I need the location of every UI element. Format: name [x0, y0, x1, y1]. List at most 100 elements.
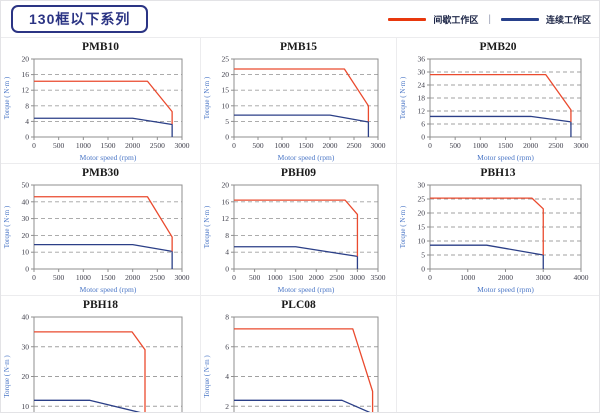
torque-speed-plot: 0100020003000400002468Motor speed (rpm)T…	[203, 313, 379, 412]
svg-text:2500: 2500	[347, 141, 362, 150]
svg-text:Torque ( N·m ): Torque ( N·m )	[399, 76, 407, 119]
chart-title: PBH13	[480, 167, 516, 179]
empty-cell	[397, 296, 599, 412]
svg-text:8: 8	[225, 313, 229, 322]
svg-text:6: 6	[225, 342, 229, 351]
svg-text:8: 8	[225, 231, 229, 240]
chart-pmb30: PMB30 0 500 1000 1500 2000 2500 3000 0 10 20 30 40 5…	[1, 164, 201, 296]
svg-text:20: 20	[222, 181, 230, 190]
chart-pmb10: PMB10 0 500 1000 1500 2000 2500 3000 0 4 8 12 16 20 M…	[1, 38, 201, 164]
svg-text:25: 25	[222, 55, 230, 64]
svg-text:0: 0	[25, 265, 29, 274]
chart-plc08: PLC08 0100020003000400002468Motor speed …	[201, 296, 397, 412]
torque-speed-plot: 01000200030004000010203040Motor speed (r…	[3, 313, 183, 412]
svg-text:5: 5	[421, 251, 425, 260]
svg-text:20: 20	[22, 55, 30, 64]
svg-text:50: 50	[22, 181, 30, 190]
svg-text:30: 30	[418, 181, 426, 190]
chart-title: PMB30	[81, 167, 120, 179]
svg-text:2000: 2000	[498, 273, 513, 282]
svg-text:2000: 2000	[125, 273, 140, 282]
svg-text:1500: 1500	[101, 141, 116, 150]
svg-text:2500: 2500	[150, 273, 165, 282]
svg-text:40: 40	[22, 197, 30, 206]
chart-pmb20: PMB20 0 500 1000 1500 2000 2500 3000 0 6 12 18 24 30…	[397, 38, 599, 164]
svg-text:4: 4	[225, 372, 229, 381]
svg-text:2000: 2000	[523, 141, 538, 150]
svg-text:20: 20	[418, 209, 426, 218]
page-header: 130框以下系列 间歇工作区 | 连续工作区	[1, 1, 599, 37]
svg-text:0: 0	[428, 141, 432, 150]
svg-text:Torque ( N·m ): Torque ( N·m )	[399, 205, 407, 248]
svg-text:18: 18	[418, 94, 426, 103]
legend-label-continuous: 连续工作区	[545, 14, 591, 25]
svg-text:500: 500	[252, 141, 264, 150]
svg-text:4000: 4000	[574, 273, 589, 282]
chart-title: PMB15	[279, 41, 318, 53]
svg-text:500: 500	[450, 141, 462, 150]
svg-text:20: 20	[22, 231, 30, 240]
chart-title: PBH18	[82, 299, 119, 311]
svg-text:0: 0	[232, 141, 236, 150]
svg-text:15: 15	[222, 86, 230, 95]
legend: 间歇工作区 | 连续工作区	[388, 13, 591, 26]
svg-text:8: 8	[25, 101, 29, 110]
chart-pbh18: PBH18 01000200030004000010203040Motor sp…	[1, 296, 201, 412]
svg-text:6: 6	[421, 120, 425, 129]
svg-text:1500: 1500	[498, 141, 513, 150]
svg-text:500: 500	[249, 273, 261, 282]
svg-text:3500: 3500	[371, 273, 386, 282]
svg-text:16: 16	[22, 70, 30, 79]
svg-text:Torque ( N·m ): Torque ( N·m )	[3, 205, 11, 248]
page-title: 130框以下系列	[11, 5, 149, 33]
chart-title: PMB10	[81, 41, 120, 53]
svg-text:10: 10	[222, 101, 230, 110]
chart-title: PBH09	[280, 167, 317, 179]
svg-text:2000: 2000	[125, 141, 140, 150]
svg-text:2500: 2500	[150, 141, 165, 150]
svg-text:12: 12	[418, 107, 426, 116]
chart-pmb15: PMB15 0 500 1000 1500 2000 2500 3000 0 5 10 15 20 25…	[201, 38, 397, 164]
svg-text:1500: 1500	[299, 141, 314, 150]
chart-title: PLC08	[281, 299, 316, 311]
svg-text:Motor speed (rpm): Motor speed (rpm)	[477, 285, 534, 294]
svg-text:Torque ( N·m ): Torque ( N·m )	[3, 76, 11, 119]
svg-text:1500: 1500	[101, 273, 116, 282]
svg-text:30: 30	[22, 342, 30, 351]
legend-separator: |	[488, 13, 491, 25]
svg-text:Motor speed (rpm): Motor speed (rpm)	[80, 153, 137, 162]
svg-text:2000: 2000	[323, 141, 338, 150]
svg-text:20: 20	[22, 372, 30, 381]
svg-text:2500: 2500	[329, 273, 344, 282]
svg-text:1000: 1000	[76, 141, 91, 150]
legend-label-intermittent: 间歇工作区	[433, 14, 479, 25]
svg-text:1000: 1000	[275, 141, 290, 150]
chart-title: PMB20	[479, 41, 517, 53]
torque-speed-plot: 0 500 1000 1500 2000 2500 3000 0 4 8 12 16 20 Motor s…	[3, 55, 190, 163]
svg-text:24: 24	[418, 81, 426, 90]
svg-text:Motor speed (rpm): Motor speed (rpm)	[278, 153, 335, 162]
svg-text:500: 500	[53, 273, 65, 282]
torque-speed-plot: 0 500 1000 1500 2000 2500 3000 0 10 20 30 40 50 Motor…	[3, 181, 190, 295]
svg-text:40: 40	[22, 313, 30, 322]
chart-pbh13: PBH13 0 1000 2000 3000 4000 0 5 10 15 20 25 30 Motor…	[397, 164, 599, 296]
svg-text:3000: 3000	[574, 141, 589, 150]
torque-speed-plot: 0 500 1000 1500 2000 2500 3000 3500 0 4 8 12 16 20 Mot…	[203, 181, 386, 295]
svg-text:Motor speed (rpm): Motor speed (rpm)	[477, 153, 534, 162]
intermittent-line-icon	[388, 17, 427, 21]
svg-text:16: 16	[222, 197, 230, 206]
svg-text:30: 30	[418, 68, 426, 77]
svg-text:1000: 1000	[268, 273, 283, 282]
svg-text:3000: 3000	[175, 273, 190, 282]
continuous-line-icon	[500, 17, 539, 21]
svg-text:12: 12	[222, 214, 230, 223]
svg-text:0: 0	[232, 273, 236, 282]
svg-text:1000: 1000	[473, 141, 488, 150]
legend-item-intermittent: 间歇工作区	[388, 13, 478, 26]
chart-pbh09: PBH09 0 500 1000 1500 2000 2500 3000 3500 0 4 8 12 1…	[201, 164, 397, 296]
svg-text:10: 10	[418, 237, 426, 246]
svg-text:0: 0	[428, 273, 432, 282]
svg-text:30: 30	[22, 214, 30, 223]
svg-text:Torque ( N·m ): Torque ( N·m )	[203, 205, 211, 248]
